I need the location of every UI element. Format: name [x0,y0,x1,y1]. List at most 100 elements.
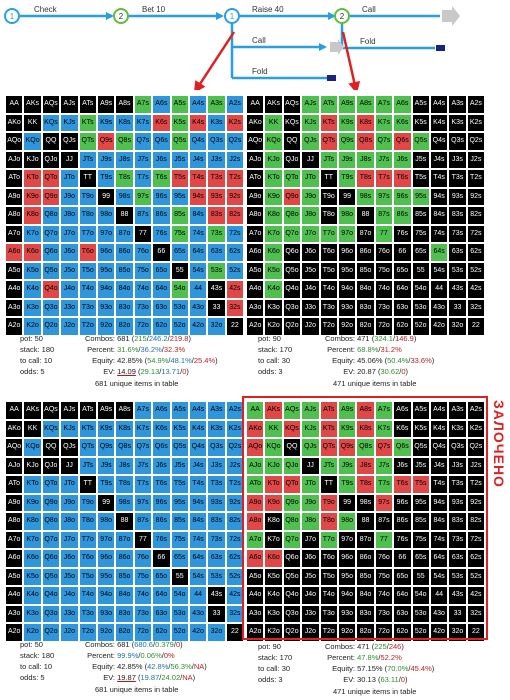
hand-cell[interactable]: 82o [356,317,375,336]
hand-cell[interactable]: T5s [170,475,189,494]
hand-cell[interactable]: 87s [133,512,153,531]
hand-cell[interactable]: 84o [115,586,134,605]
hand-cell[interactable]: 72o [133,623,153,642]
hand-cell[interactable]: 75o [374,261,394,280]
hand-cell[interactable]: K9o [23,187,42,206]
hand-cell[interactable]: J9s [96,456,116,475]
hand-cell[interactable]: Q4s [429,438,449,457]
hand-cell[interactable]: A3s [448,95,467,114]
hand-cell[interactable]: 93o [337,604,357,623]
hand-cell[interactable]: 63o [393,298,412,317]
hand-cell[interactable]: 93o [96,604,116,623]
hand-cell[interactable]: 85o [115,567,134,586]
hand-cell[interactable]: 97s [133,187,153,206]
hand-cell[interactable]: QJo [282,456,302,475]
hand-cell[interactable]: K7s [133,419,153,438]
hand-cell[interactable]: Q4s [188,438,208,457]
hand-cell[interactable]: 22 [225,317,245,336]
hand-cell[interactable]: 64s [188,549,208,568]
hand-cell[interactable]: QQ [41,132,61,151]
hand-cell[interactable]: Q7o [41,224,61,243]
hand-cell[interactable]: 42o [429,317,449,336]
hand-cell[interactable]: 62o [152,623,171,642]
hand-cell[interactable]: KQo [23,132,42,151]
hand-cell[interactable]: K3o [23,604,42,623]
hand-cell[interactable]: K5o [264,567,283,586]
hand-cell[interactable]: T4s [188,475,208,494]
hand-cell[interactable]: KTo [23,169,42,188]
hand-cell[interactable]: 32o [207,317,226,336]
hand-cell[interactable]: Q8o [41,206,61,225]
hand-cell[interactable]: 64s [429,243,449,262]
hand-cell[interactable]: K3o [264,298,283,317]
hand-cell[interactable]: AQs [41,401,61,420]
hand-cell[interactable]: ATs [78,95,97,114]
hand-cell[interactable]: 53s [207,567,226,586]
hand-cell[interactable]: AQs [282,95,302,114]
hand-cell[interactable]: K8o [23,512,42,531]
hand-cell[interactable]: 76s [152,530,171,549]
hand-cell[interactable]: 76o [133,549,153,568]
hand-cell[interactable]: 99 [96,187,116,206]
hand-cell[interactable]: K6o [264,549,283,568]
hand-cell[interactable]: J7s [374,456,394,475]
hand-cell[interactable]: 93s [448,187,467,206]
hand-cell[interactable]: 95s [411,187,430,206]
hand-cell[interactable]: J5o [301,567,320,586]
hand-cell[interactable]: AA [5,95,24,114]
hand-cell[interactable]: Q5o [282,261,302,280]
hand-cell[interactable]: QQ [282,438,302,457]
hand-cell[interactable]: 75o [374,567,394,586]
hand-cell[interactable]: K8s [356,113,375,132]
hand-cell[interactable]: 42o [188,623,208,642]
hand-cell[interactable]: 97s [374,187,394,206]
hand-cell[interactable]: K5s [411,419,430,438]
hand-cell[interactable]: Q6o [282,243,302,262]
hand-cell[interactable]: K4s [429,113,449,132]
hand-cell[interactable]: AKo [246,419,265,438]
hand-cell[interactable]: K8o [264,206,283,225]
hand-cell[interactable]: KJs [60,113,79,132]
hand-cell[interactable]: 63s [207,243,226,262]
hand-cell[interactable]: 44 [188,280,208,299]
hand-cell[interactable]: 95o [337,261,357,280]
hand-cell[interactable]: 55 [170,567,189,586]
hand-cell[interactable]: 32s [466,298,486,317]
hand-cell[interactable]: J3s [207,150,226,169]
hand-cell[interactable]: K4o [264,586,283,605]
hand-cell[interactable]: 52o [170,317,189,336]
hand-cell[interactable]: K8s [356,419,375,438]
hand-cell[interactable]: 98o [96,512,116,531]
hand-cell[interactable]: 33 [448,604,467,623]
hand-cell[interactable]: JTs [78,456,97,475]
hand-cell[interactable]: A8o [5,512,24,531]
hand-cell[interactable]: KQs [282,113,302,132]
hand-cell[interactable]: 83o [356,298,375,317]
hand-cell[interactable]: JJ [60,456,79,475]
hand-cell[interactable]: 88 [115,512,134,531]
hand-cell[interactable]: A8s [356,95,375,114]
hand-cell[interactable]: 62o [393,317,412,336]
hand-cell[interactable]: KJo [264,150,283,169]
hand-cell[interactable]: J8s [356,150,375,169]
hand-cell[interactable]: A7s [374,95,394,114]
hand-cell[interactable]: ATs [319,401,338,420]
hand-cell[interactable]: K9s [96,113,116,132]
hand-cell[interactable]: QQ [41,438,61,457]
hand-cell[interactable]: 62o [393,623,412,642]
hand-cell[interactable]: 42s [225,280,245,299]
hand-cell[interactable]: J2s [225,150,245,169]
hand-cell[interactable]: 76o [374,243,394,262]
hand-cell[interactable]: 83o [115,604,134,623]
hand-cell[interactable]: T2o [78,317,97,336]
hand-cell[interactable]: AJo [5,150,24,169]
hand-cell[interactable]: AA [5,401,24,420]
hand-cell[interactable]: 98s [356,187,375,206]
hand-cell[interactable]: A7s [133,401,153,420]
hand-cell[interactable]: 42s [466,280,486,299]
hand-cell[interactable]: 72o [374,317,394,336]
hand-cell[interactable]: 86s [152,206,171,225]
hand-cell[interactable]: 86o [115,243,134,262]
hand-cell[interactable]: T7s [374,475,394,494]
hand-cell[interactable]: A7s [133,95,153,114]
